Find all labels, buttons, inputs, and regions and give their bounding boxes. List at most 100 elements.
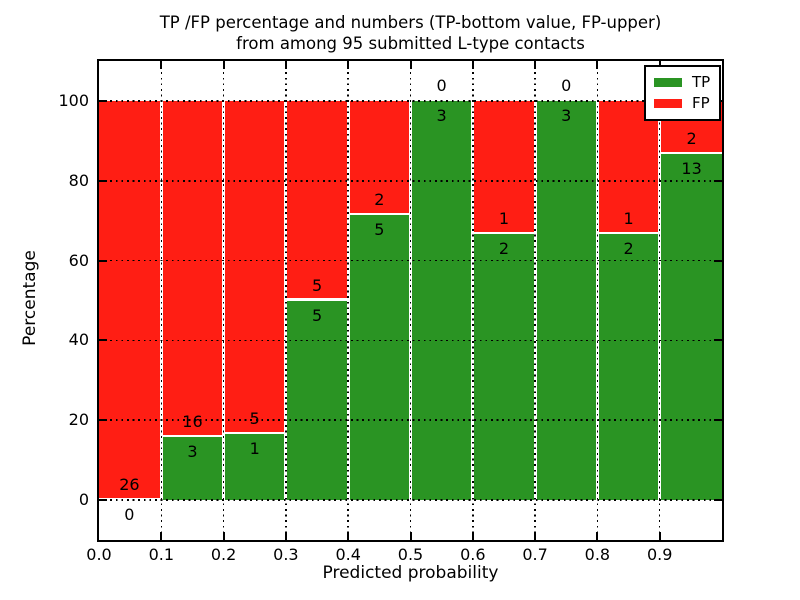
x-tick-label: 0.8 <box>584 545 611 564</box>
bar-fp <box>349 100 409 215</box>
y-tick-label: 60 <box>68 250 89 270</box>
chart-title: TP /FP percentage and numbers (TP-bottom… <box>99 12 722 54</box>
x-tick-mark <box>596 61 599 69</box>
legend-swatch-fp <box>654 99 682 108</box>
plot-inner: TP FP 26 0 16 3 5 1 5 5 2 5 0 3 1 2 0 3 1 2 2 13 <box>99 61 722 540</box>
tp-count-label: 1 <box>249 438 260 458</box>
bar-tp <box>412 100 472 501</box>
tp-count-label: 2 <box>623 238 634 258</box>
tp-count-label: 3 <box>436 105 447 125</box>
legend: TP FP <box>644 65 722 121</box>
fp-count-label: 0 <box>436 75 447 95</box>
fp-count-label: 1 <box>623 208 634 228</box>
x-tick-label: 0.7 <box>522 545 548 564</box>
x-tick-label: 0.3 <box>273 545 299 564</box>
tp-count-label: 2 <box>498 238 510 258</box>
fp-count-label: 5 <box>311 275 323 295</box>
fp-count-label: 2 <box>374 189 385 209</box>
grid-line-horizontal <box>99 259 722 262</box>
y-tick-label: 0 <box>78 490 89 510</box>
y-tick-mark <box>714 339 722 342</box>
y-tick-mark <box>99 419 107 422</box>
legend-swatch-tp <box>654 78 682 87</box>
y-tick-label: 80 <box>68 170 89 190</box>
chart-title-line2: from among 95 submitted L-type contacts <box>236 34 585 53</box>
fp-count-label: 1 <box>498 208 510 228</box>
x-axis-label: Predicted probability <box>322 563 499 583</box>
plot-area: TP FP 26 0 16 3 5 1 5 5 2 5 0 3 1 2 0 3 1 2 2 13 <box>97 59 724 542</box>
x-tick-label: 0.5 <box>397 545 424 564</box>
fp-count-label: 2 <box>686 129 697 149</box>
tp-count-label: 3 <box>561 105 572 125</box>
x-tick-label: 0.0 <box>86 545 112 564</box>
grid-line-horizontal <box>99 419 722 422</box>
grid-line-vertical <box>347 61 349 540</box>
x-tick-mark <box>534 61 537 69</box>
bar-tp <box>536 100 596 501</box>
x-tick-label: 0.6 <box>460 545 486 564</box>
x-tick-mark <box>596 532 599 540</box>
grid-line-vertical <box>222 61 225 540</box>
fp-count-label: 5 <box>249 408 260 428</box>
x-tick-mark <box>534 532 537 540</box>
tp-count-label: 13 <box>681 159 702 179</box>
y-tick-label: 20 <box>68 410 89 430</box>
bar-tp <box>162 437 223 501</box>
legend-row: FP <box>654 93 710 114</box>
bar-fp <box>287 100 347 301</box>
grid-line-vertical <box>534 61 536 540</box>
y-tick-mark <box>714 419 722 422</box>
bar-tp <box>287 300 347 501</box>
x-tick-mark <box>222 532 225 540</box>
x-tick-label: 0.9 <box>646 545 673 564</box>
bar-fp <box>99 100 160 501</box>
x-tick-mark <box>471 61 474 69</box>
tp-count-label: 0 <box>124 505 135 525</box>
tp-count-label: 5 <box>374 219 385 239</box>
y-tick-mark <box>99 99 107 102</box>
y-tick-mark <box>714 499 722 502</box>
tp-count-label: 3 <box>187 442 198 462</box>
y-tick-mark <box>714 179 722 182</box>
y-tick-mark <box>99 339 107 342</box>
grid-line-vertical <box>472 61 474 540</box>
x-tick-mark <box>347 61 350 69</box>
fp-count-label: 16 <box>182 412 203 432</box>
x-tick-mark <box>222 61 225 69</box>
bar-fp <box>598 100 659 234</box>
grid-line-horizontal <box>99 179 722 182</box>
x-tick-mark <box>409 532 412 540</box>
legend-label-fp: FP <box>692 94 710 112</box>
grid-line-horizontal <box>99 339 722 342</box>
grid-line-vertical <box>285 61 287 540</box>
grid-line-vertical <box>658 61 661 540</box>
grid-line-vertical <box>596 61 599 540</box>
bar-tp <box>349 214 409 501</box>
y-tick-mark <box>99 259 107 262</box>
tp-count-label: 5 <box>311 305 323 325</box>
y-tick-mark <box>714 259 722 262</box>
y-tick-mark <box>99 499 107 502</box>
x-tick-mark <box>284 532 287 540</box>
bar-tp <box>474 233 534 501</box>
bar-tp <box>225 433 285 501</box>
x-tick-label: 0.1 <box>148 545 175 564</box>
x-tick-mark <box>409 61 412 69</box>
x-tick-mark <box>160 532 163 540</box>
x-tick-mark <box>284 61 287 69</box>
x-tick-mark <box>658 532 661 540</box>
fp-count-label: 26 <box>119 475 140 495</box>
legend-label-tp: TP <box>692 73 711 91</box>
grid-line-horizontal <box>99 499 722 501</box>
grid-line-vertical <box>409 61 412 540</box>
bar-fp <box>162 100 223 438</box>
grid-line-horizontal <box>99 100 722 102</box>
x-tick-mark <box>471 532 474 540</box>
x-tick-mark <box>347 532 350 540</box>
bar-fp <box>225 100 285 434</box>
bar-tp <box>598 233 659 501</box>
bar-fp <box>474 100 534 234</box>
grid-line-vertical <box>160 61 163 540</box>
y-tick-mark <box>99 179 107 182</box>
